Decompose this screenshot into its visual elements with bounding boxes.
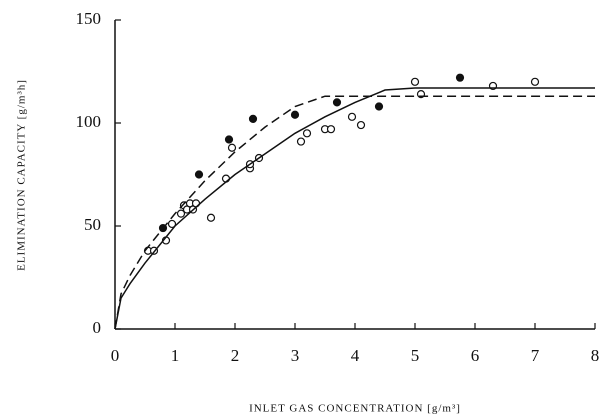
- x-tick-label: 0: [111, 346, 120, 365]
- open-point: [356, 120, 366, 130]
- open-point: [530, 77, 540, 86]
- x-tick-label: 8: [591, 346, 599, 365]
- filled-point: [455, 73, 465, 82]
- open-point: [206, 213, 216, 222]
- y-tick-label: 100: [76, 112, 102, 131]
- x-tick-label: 2: [231, 346, 240, 365]
- y-tick-label: 50: [84, 215, 101, 234]
- x-tick-label: 7: [531, 346, 540, 365]
- y-axis-label: ELIMINATION CAPACITY [g/m³h]: [16, 79, 28, 271]
- open-point: [176, 209, 186, 218]
- filled-point: [332, 98, 342, 107]
- open-point: [347, 112, 357, 121]
- x-tick-label: 5: [411, 346, 420, 365]
- open-point: [296, 137, 306, 146]
- filled-point: [374, 102, 384, 111]
- x-tick-label: 4: [351, 346, 360, 365]
- y-tick-label: 0: [93, 318, 102, 337]
- open-point: [326, 125, 336, 134]
- open-point: [227, 143, 237, 152]
- filled-point: [290, 110, 300, 119]
- open-point: [167, 219, 177, 229]
- filled-point: [248, 114, 258, 123]
- open-point: [302, 129, 312, 138]
- x-tick-label: 3: [291, 346, 300, 365]
- x-tick-label: 6: [471, 346, 480, 365]
- filled-point: [194, 170, 204, 179]
- dashed-curve: [114, 95, 595, 330]
- filled-point: [224, 135, 234, 144]
- x-tick-label: 1: [171, 346, 180, 365]
- x-axis-label: INLET GAS CONCENTRATION [g/m³]: [249, 403, 461, 415]
- y-tick-label: 150: [76, 9, 102, 28]
- solid-curve: [114, 87, 595, 330]
- open-point: [410, 77, 420, 86]
